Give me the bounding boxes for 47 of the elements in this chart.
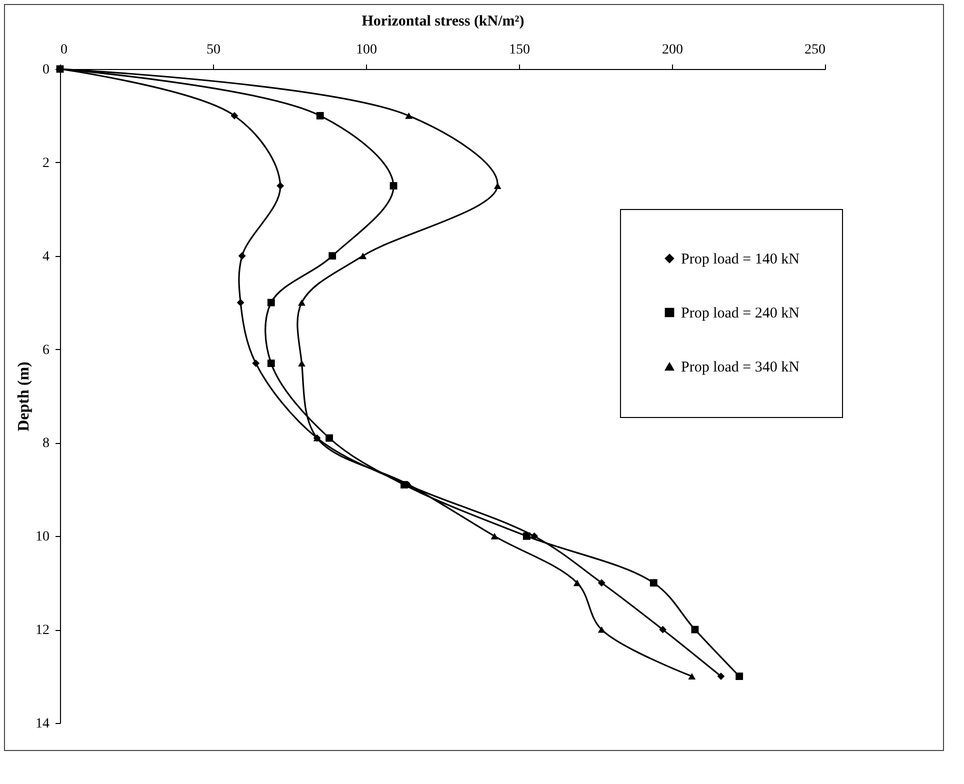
point [717, 672, 725, 680]
legend-label: Prop load = 340 kN [681, 360, 800, 376]
y-tick-label: 4 [42, 249, 50, 264]
x-tick-label: 250 [804, 42, 826, 58]
point [573, 580, 581, 586]
point [238, 252, 246, 260]
x-tick-label: 100 [356, 42, 377, 58]
point [530, 532, 538, 540]
point [390, 182, 398, 190]
legend-label: Prop load = 140 kN [681, 252, 800, 268]
point [688, 673, 696, 680]
point [736, 672, 744, 680]
y-tick-label: 10 [36, 530, 50, 545]
point [236, 298, 244, 306]
x-axis-title: Horizontal stress (kN/m²) [362, 14, 524, 30]
y-tick-label: 0 [42, 62, 50, 78]
y-tick-label: 8 [42, 436, 50, 452]
x-tick-label: 50 [206, 42, 220, 58]
point [276, 182, 284, 190]
point [359, 252, 367, 260]
y-tick-label: 14 [36, 716, 50, 732]
point [326, 434, 333, 442]
point [230, 112, 238, 120]
point [267, 360, 275, 368]
y-axis-title: Depth (m) [16, 362, 32, 432]
point [659, 626, 667, 634]
point [598, 579, 606, 587]
point [691, 626, 699, 634]
point [328, 252, 336, 260]
point [252, 360, 260, 368]
y-tick-label: 2 [42, 156, 50, 171]
point [298, 360, 306, 367]
y-tick-label: 12 [36, 623, 50, 638]
point [650, 579, 658, 587]
x-tick-label: 150 [509, 42, 530, 58]
y-tick-label: 6 [42, 342, 50, 358]
x-tick-label: 200 [662, 42, 683, 58]
point [267, 298, 275, 306]
point [598, 626, 606, 633]
point [405, 112, 413, 119]
point [494, 182, 502, 189]
legend-label: Prop load = 240 kN [681, 306, 800, 322]
x-tick-label: 0 [60, 42, 68, 58]
point [490, 532, 498, 540]
point [316, 112, 324, 120]
point [522, 532, 530, 540]
point [298, 299, 306, 306]
